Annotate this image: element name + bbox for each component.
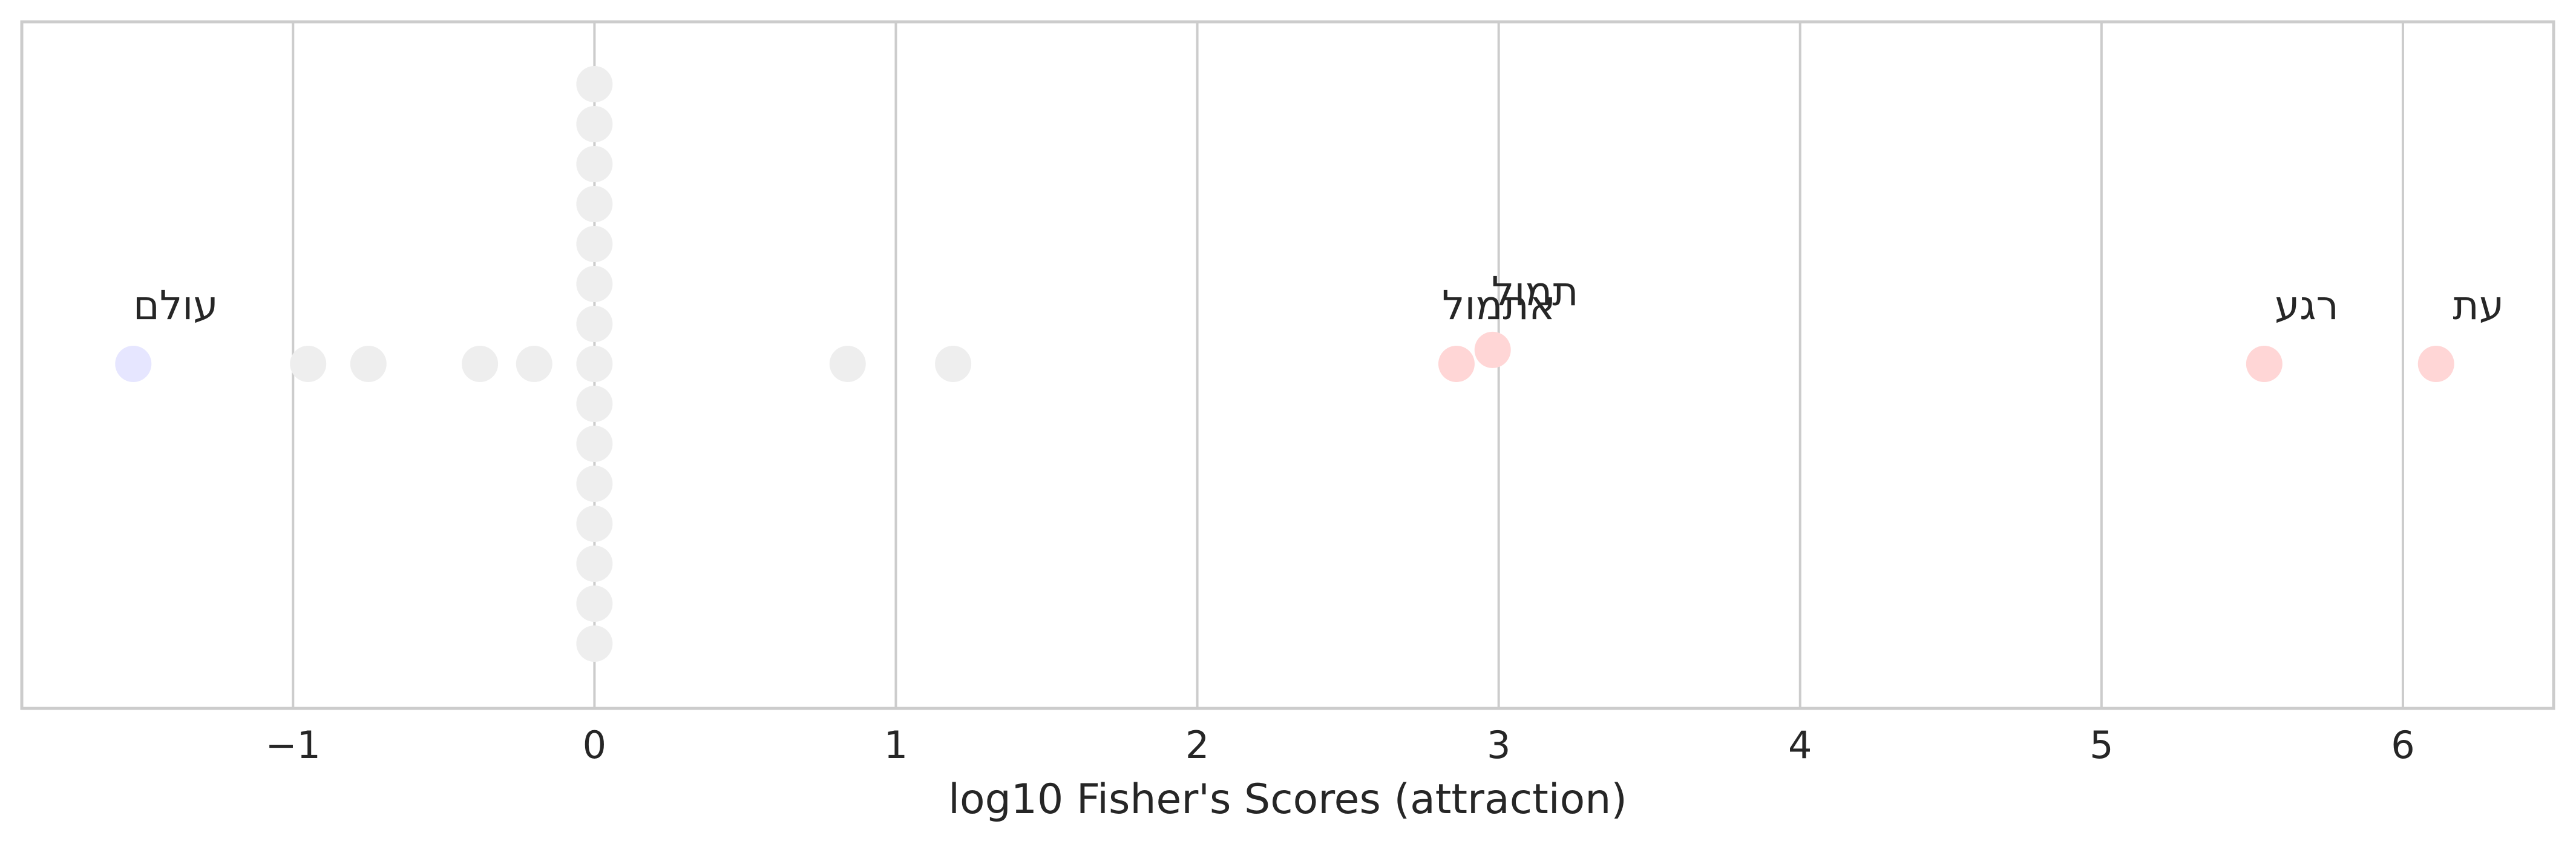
x-tick-label: −1 (266, 723, 321, 767)
x-tick-label: 1 (884, 723, 908, 767)
point-label: עולם (133, 282, 218, 329)
data-point (462, 346, 499, 382)
data-point (516, 346, 552, 382)
x-axis-label: log10 Fisher's Scores (attraction) (948, 776, 1627, 823)
data-point (576, 386, 613, 422)
data-point (576, 66, 613, 102)
data-point (829, 346, 866, 382)
data-point (935, 346, 972, 382)
data-point (576, 506, 613, 542)
data-point (576, 306, 613, 342)
data-points (115, 66, 2454, 662)
data-point (576, 625, 613, 662)
data-point (115, 346, 152, 382)
data-point (576, 346, 613, 382)
data-point (576, 266, 613, 302)
data-point (1474, 331, 1511, 368)
data-point (576, 546, 613, 582)
point-label: אתמול (1442, 282, 1556, 329)
data-point (290, 346, 327, 382)
data-point (576, 186, 613, 222)
data-point (576, 146, 613, 182)
point-label: עת (2453, 282, 2504, 329)
x-tick-label: 6 (2391, 723, 2414, 767)
data-point (576, 106, 613, 142)
x-tick-labels: −1 0 1 2 3 4 5 6 (266, 723, 2415, 767)
point-label: תמול (1492, 268, 1579, 315)
data-point (1438, 346, 1475, 382)
x-tick-label: 5 (2089, 723, 2113, 767)
data-point (576, 226, 613, 262)
data-point (576, 585, 613, 622)
data-point (576, 466, 613, 502)
plot-frame (20, 20, 2555, 710)
data-point (350, 346, 387, 382)
x-tick-label: 3 (1487, 723, 1510, 767)
point-label: רגע (2275, 282, 2339, 329)
data-point (2246, 346, 2283, 382)
data-point (576, 426, 613, 462)
x-tick-label: 0 (583, 723, 606, 767)
data-point (2417, 346, 2454, 382)
x-tick-label: 2 (1185, 723, 1209, 767)
x-tick-label: 4 (1788, 723, 1812, 767)
